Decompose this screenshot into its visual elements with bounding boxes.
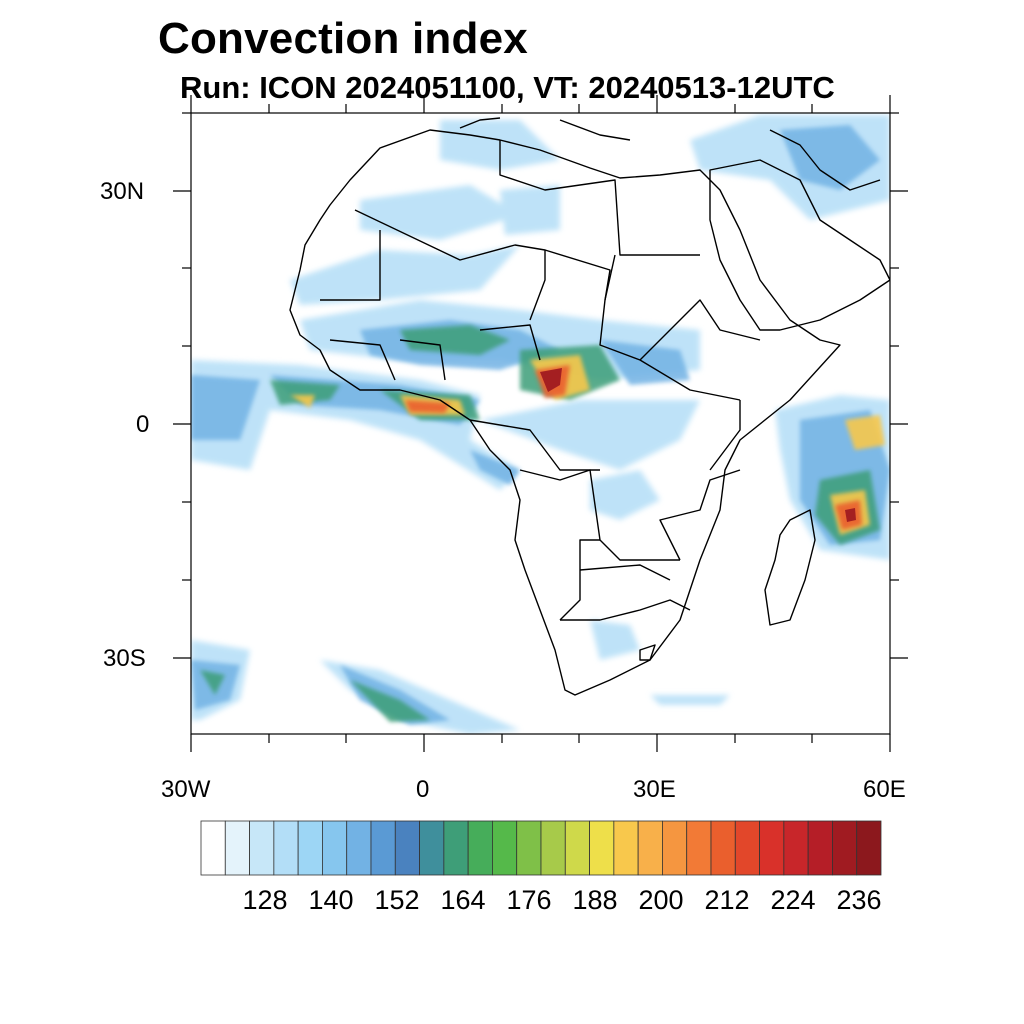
colorbar-swatch [686, 820, 712, 876]
colorbar-swatch [516, 820, 542, 876]
colorbar-swatch [856, 820, 882, 876]
colorbar-label: 176 [506, 885, 552, 915]
colorbar-swatch [540, 820, 566, 876]
colorbar [200, 820, 882, 876]
lon-label-0: 0 [416, 776, 430, 803]
colorbar-label: 236 [836, 885, 882, 915]
lon-ticks [190, 95, 891, 752]
colorbar-swatch [443, 820, 469, 876]
colorbar-swatch [613, 820, 639, 876]
colorbar-swatch [249, 820, 275, 876]
lat-label-30s: 30S [103, 645, 146, 672]
colorbar-label: 224 [770, 885, 816, 915]
colorbar-swatch [734, 820, 760, 876]
colorbar-swatch [662, 820, 688, 876]
lon-label-30w: 30W [161, 776, 211, 803]
colorbar-swatch [807, 820, 833, 876]
colorbar-swatch [759, 820, 785, 876]
lat-ticks [173, 112, 908, 659]
coastlines [289, 117, 890, 696]
colorbar-swatch [710, 820, 736, 876]
map-subtitle: Run: ICON 2024051100, VT: 20240513-12UTC [180, 70, 835, 105]
lat-label-0: 0 [136, 411, 150, 438]
colorbar-swatch [224, 820, 250, 876]
colorbar-label: 200 [638, 885, 684, 915]
map-title: Convection index [158, 14, 528, 63]
colorbar-swatch [419, 820, 445, 876]
colorbar-swatch [370, 820, 396, 876]
colorbar-label: 140 [308, 885, 354, 915]
colorbar-swatch [297, 820, 323, 876]
lon-label-60e: 60E [863, 776, 906, 803]
colorbar-swatch [322, 820, 348, 876]
convection-field [191, 115, 890, 734]
colorbar-swatch [394, 820, 420, 876]
lon-label-30e: 30E [633, 776, 676, 803]
colorbar-swatch [783, 820, 809, 876]
colorbar-swatch [346, 820, 372, 876]
colorbar-swatch [564, 820, 590, 876]
colorbar-swatch [637, 820, 663, 876]
colorbar-label: 212 [704, 885, 750, 915]
colorbar-swatch [492, 820, 518, 876]
colorbar-swatch [200, 820, 226, 876]
colorbar-swatch [273, 820, 299, 876]
colorbar-swatch [589, 820, 615, 876]
colorbar-label: 152 [374, 885, 420, 915]
colorbar-swatch [832, 820, 858, 876]
colorbar-swatch [467, 820, 493, 876]
colorbar-label: 188 [572, 885, 618, 915]
colorbar-label: 164 [440, 885, 486, 915]
colorbar-label: 128 [242, 885, 288, 915]
lat-label-30n: 30N [100, 178, 145, 205]
